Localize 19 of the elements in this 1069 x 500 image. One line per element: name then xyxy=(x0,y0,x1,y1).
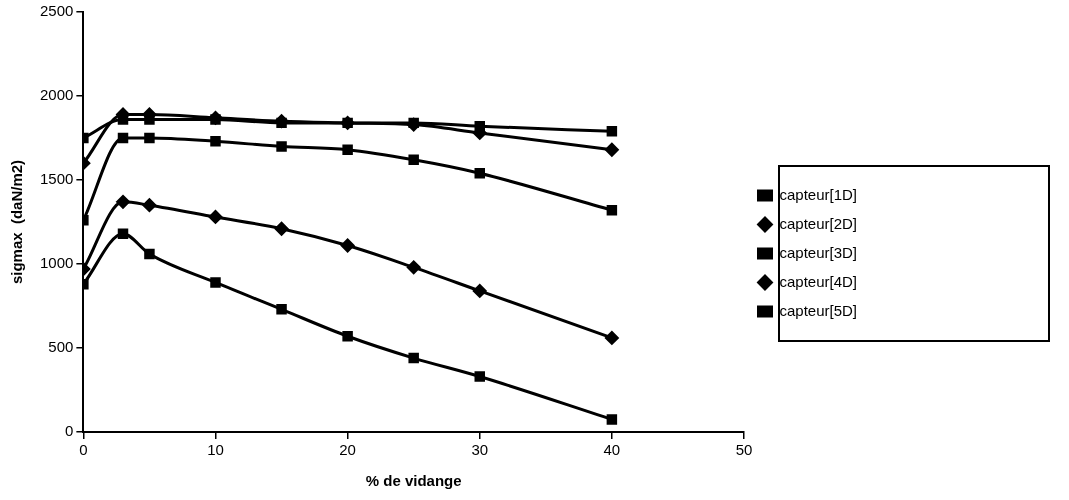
legend-label: capteur[3D] xyxy=(779,243,858,261)
y-tick-label: 1000 xyxy=(39,254,74,272)
legend-label: capteur[5D] xyxy=(779,301,858,319)
y-tick-label: 2000 xyxy=(39,86,74,104)
y-tick-label: 2500 xyxy=(39,2,74,20)
x-tick-label: 0 xyxy=(79,441,88,459)
x-tick-label: 30 xyxy=(471,441,489,459)
legend-label: capteur[1D] xyxy=(779,185,858,203)
x-tick-label: 10 xyxy=(207,441,224,459)
legend-label: capteur[4D] xyxy=(779,272,858,290)
x-tick-label: 50 xyxy=(735,441,753,459)
y-tick-label: 0 xyxy=(65,422,74,440)
y-tick-label: 1500 xyxy=(39,170,74,188)
y-tick-label: 500 xyxy=(48,338,74,356)
legend-label: capteur[2D] xyxy=(779,214,858,232)
y-axis-title: sigmax (daN/m2) xyxy=(8,159,26,285)
x-tick-label: 40 xyxy=(603,441,621,459)
x-tick-label: 20 xyxy=(339,441,356,459)
x-axis-title: % de vidange xyxy=(365,472,462,490)
